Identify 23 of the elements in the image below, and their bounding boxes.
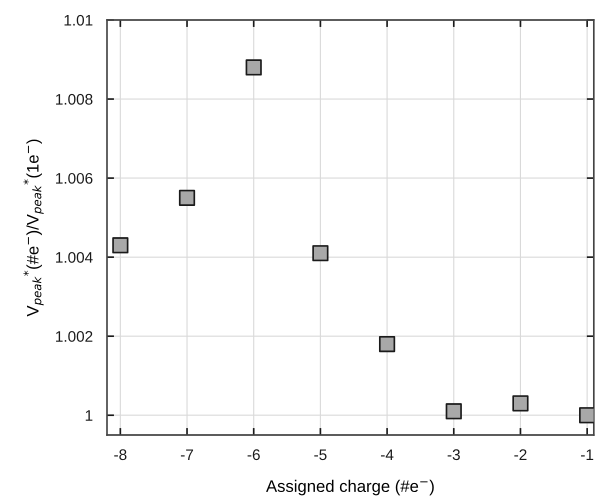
point (312, 245, 329, 262)
x-tick-label: -1 (581, 449, 594, 460)
point (178, 190, 196, 206)
y-tick-label: 1.01 (64, 14, 92, 26)
x-tick-label: -4 (380, 449, 394, 460)
x-tick-label: -2 (514, 449, 526, 460)
text: V$_{peak}$$^{*}$(#e$^{−}$)/V$_{peak}$$^{*}$(1e$^{−}$) (23, 140, 44, 317)
point (246, 59, 262, 76)
x-tick-label: -7 (180, 449, 194, 460)
y-tick-label: 1.006 (56, 172, 92, 184)
point (378, 336, 396, 352)
point (512, 395, 529, 412)
y-tick-label: 1 (86, 410, 92, 421)
point (112, 237, 128, 254)
point (446, 403, 462, 420)
x-tick-label: -5 (314, 449, 327, 460)
y-tick-label: 1.002 (56, 331, 92, 342)
x-tick-label: -8 (114, 449, 126, 460)
x-tick-label: -6 (248, 449, 260, 460)
x-axis-title: Assigned charge (#e$^{−}$) (266, 480, 434, 496)
y-tick-label: 1.008 (56, 94, 92, 105)
y-tick-label: 1.004 (56, 252, 93, 263)
x-tick-label: -3 (448, 449, 460, 460)
